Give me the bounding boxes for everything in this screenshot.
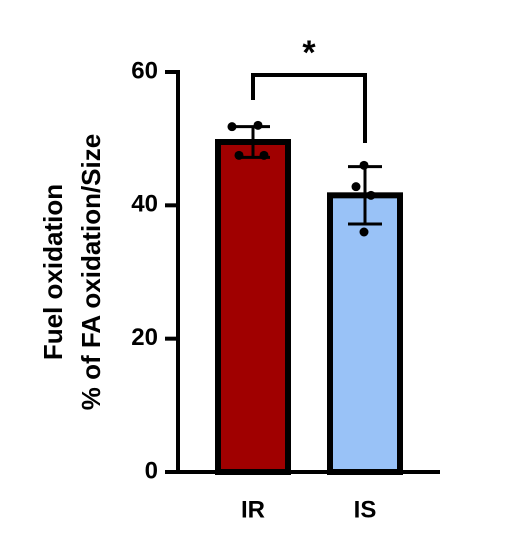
y-axis-label: Fuel oxidation — [38, 184, 68, 360]
data-point — [234, 150, 244, 160]
y-tick-label: 20 — [131, 324, 158, 351]
data-point — [366, 190, 376, 200]
y-tick-label: 40 — [131, 191, 158, 218]
data-point — [227, 122, 237, 132]
significance-bracket — [251, 73, 367, 143]
y-tick-label: 0 — [145, 457, 158, 484]
data-point — [253, 120, 263, 130]
data-point — [259, 150, 269, 160]
bar — [215, 139, 291, 475]
data-point — [351, 182, 361, 192]
x-tick-label: IS — [354, 496, 377, 523]
bar — [327, 192, 403, 475]
y-axis-label: % of FA oxidation/Size — [76, 134, 106, 410]
y-tick-label: 60 — [131, 57, 158, 84]
data-point — [359, 227, 369, 237]
significance-label: * — [302, 34, 316, 72]
x-tick-label: IR — [241, 496, 265, 523]
data-point — [359, 160, 369, 170]
